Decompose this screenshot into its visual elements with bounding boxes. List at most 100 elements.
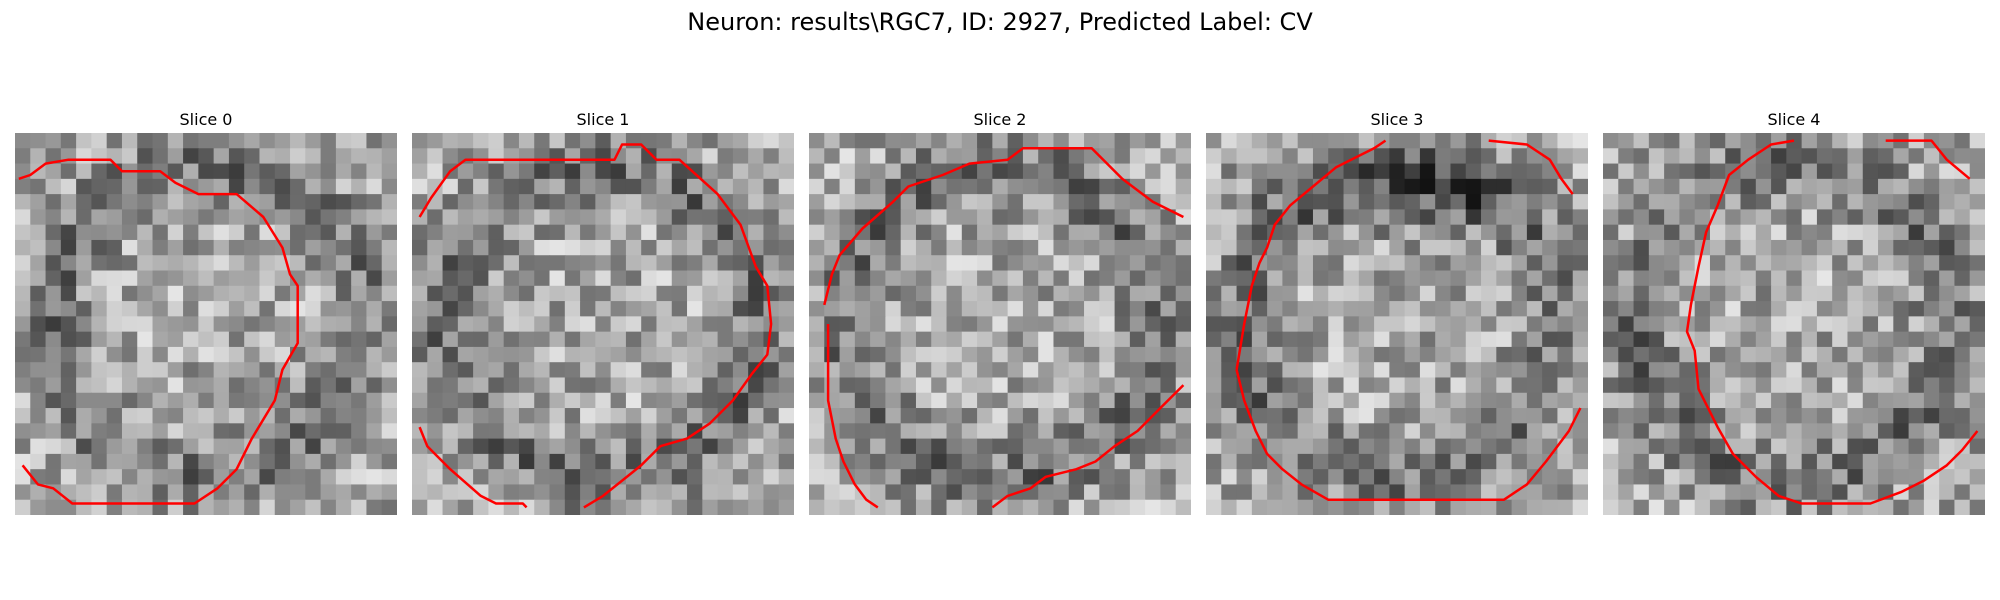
image-pixel: [1160, 316, 1177, 333]
image-pixel: [228, 301, 245, 317]
image-pixel: [992, 346, 1009, 363]
image-pixel: [106, 377, 123, 394]
image-pixel: [76, 178, 92, 195]
image-pixel: [1099, 438, 1116, 455]
image-pixel: [961, 469, 978, 486]
image-pixel: [1114, 285, 1131, 302]
image-pixel: [1725, 453, 1742, 470]
image-pixel: [610, 438, 627, 455]
image-pixel: [824, 362, 841, 379]
image-pixel: [580, 392, 596, 409]
image-pixel: [564, 499, 581, 515]
image-pixel: [1481, 209, 1497, 226]
image-pixel: [763, 209, 780, 226]
image-pixel: [595, 453, 612, 470]
image-pixel: [717, 346, 734, 363]
image-pixel: [1358, 224, 1375, 241]
image-pixel: [839, 408, 856, 424]
image-pixel: [1404, 331, 1421, 348]
image-pixel: [748, 408, 765, 424]
image-pixel: [946, 148, 963, 165]
image-pixel: [1740, 346, 1757, 363]
image-pixel: [1709, 255, 1726, 272]
image-pixel: [778, 301, 794, 317]
image-pixel: [1862, 194, 1879, 210]
image-pixel: [564, 133, 581, 149]
image-pixel: [244, 209, 261, 226]
image-pixel: [1221, 346, 1238, 363]
image-pixel: [1755, 484, 1772, 501]
image-pixel: [1923, 255, 1940, 272]
image-pixel: [671, 331, 688, 348]
image-pixel: [76, 255, 92, 272]
image-pixel: [366, 255, 383, 272]
image-pixel: [1496, 270, 1513, 287]
image-pixel: [1465, 377, 1482, 394]
image-pixel: [1267, 499, 1283, 515]
image-pixel: [259, 316, 276, 333]
image-pixel: [1511, 392, 1528, 409]
image-pixel: [1679, 408, 1696, 424]
image-pixel: [595, 270, 612, 287]
image-pixel: [152, 178, 169, 195]
image-pixel: [900, 453, 917, 470]
image-pixel: [1389, 316, 1406, 333]
image-pixel: [1358, 331, 1375, 348]
image-pixel: [1572, 148, 1588, 165]
image-pixel: [1496, 224, 1513, 241]
image-pixel: [1022, 255, 1039, 272]
image-pixel: [641, 392, 658, 409]
image-pixel: [809, 163, 825, 180]
image-pixel: [1206, 377, 1222, 394]
image-pixel: [1374, 270, 1390, 287]
image-pixel: [763, 148, 780, 165]
image-pixel: [290, 255, 306, 272]
image-pixel: [442, 224, 459, 241]
image-pixel: [518, 270, 535, 287]
image-pixel: [809, 194, 825, 210]
image-pixel: [748, 224, 765, 241]
image-pixel: [1908, 392, 1925, 409]
image-pixel: [946, 285, 963, 302]
image-pixel: [1297, 255, 1314, 272]
image-pixel: [977, 484, 993, 501]
image-pixel: [809, 499, 825, 515]
slice-image-2: [809, 133, 1191, 515]
image-pixel: [992, 316, 1009, 333]
image-pixel: [1114, 377, 1131, 394]
image-pixel: [1221, 469, 1238, 486]
image-pixel: [1725, 377, 1742, 394]
image-pixel: [1816, 346, 1833, 363]
image-pixel: [1175, 408, 1191, 424]
image-pixel: [198, 133, 215, 149]
image-pixel: [580, 301, 596, 317]
image-pixel: [1145, 133, 1162, 149]
image-pixel: [1374, 453, 1390, 470]
image-pixel: [1954, 224, 1971, 241]
image-pixel: [91, 178, 108, 195]
image-pixel: [564, 484, 581, 501]
image-pixel: [1175, 255, 1191, 272]
image-pixel: [1511, 285, 1528, 302]
image-pixel: [442, 484, 459, 501]
image-pixel: [1450, 285, 1467, 302]
image-pixel: [534, 484, 551, 501]
image-pixel: [259, 270, 276, 287]
image-pixel: [824, 148, 841, 165]
image-pixel: [946, 346, 963, 363]
image-pixel: [763, 499, 780, 515]
image-pixel: [702, 194, 719, 210]
image-pixel: [1389, 377, 1406, 394]
image-pixel: [213, 255, 230, 272]
image-pixel: [702, 453, 719, 470]
image-pixel: [1374, 484, 1390, 501]
image-pixel: [1145, 392, 1162, 409]
image-pixel: [1939, 148, 1956, 165]
image-pixel: [1939, 301, 1956, 317]
image-pixel: [137, 209, 154, 226]
image-pixel: [1603, 316, 1619, 333]
image-pixel: [1954, 469, 1971, 486]
image-pixel: [885, 408, 902, 424]
image-pixel: [1175, 484, 1191, 501]
image-pixel: [610, 377, 627, 394]
